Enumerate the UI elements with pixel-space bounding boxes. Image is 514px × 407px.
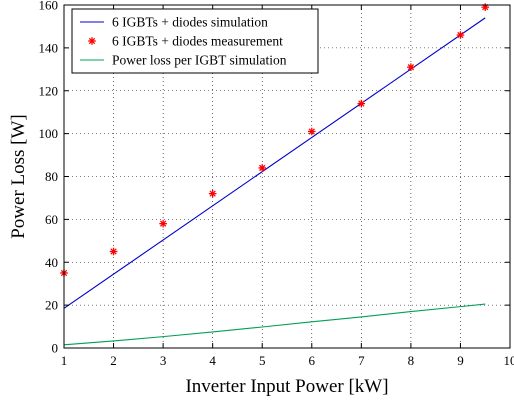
measurement-point bbox=[258, 164, 267, 172]
y-tick-label: 140 bbox=[39, 40, 59, 55]
measurement-point bbox=[456, 31, 465, 39]
x-tick-label: 9 bbox=[457, 353, 464, 368]
legend-item-0: 6 IGBTs + diodes simulation bbox=[80, 15, 268, 30]
y-tick-label: 100 bbox=[39, 126, 59, 141]
asterisk-stroke bbox=[209, 190, 216, 197]
asterisk-stroke bbox=[110, 248, 117, 255]
legend-label: 6 IGBTs + diodes simulation bbox=[112, 15, 268, 30]
y-tick-label: 0 bbox=[52, 341, 59, 356]
x-tick-label: 5 bbox=[259, 353, 266, 368]
legend-box bbox=[71, 8, 319, 74]
series-layer bbox=[60, 3, 490, 346]
y-tick-label: 160 bbox=[39, 0, 59, 13]
y-tick-label: 60 bbox=[45, 212, 58, 227]
y-axis-label: Power Loss [W] bbox=[8, 114, 29, 239]
series-line-0 bbox=[63, 17, 486, 309]
measurement-point bbox=[208, 189, 217, 198]
asterisk-stroke bbox=[259, 164, 266, 172]
asterisk-stroke bbox=[457, 31, 464, 39]
x-tick-label: 10 bbox=[504, 353, 514, 368]
measurement-point bbox=[481, 3, 490, 11]
measurement-point bbox=[109, 247, 118, 256]
legend: 6 IGBTs + diodes simulation 6 IGBTs + dio… bbox=[71, 8, 319, 74]
legend-item-1: 6 IGBTs + diodes measurement bbox=[88, 34, 283, 49]
legend-item-2: Power loss per IGBT simulation bbox=[80, 53, 287, 68]
asterisk-stroke bbox=[88, 37, 96, 45]
x-tick-label: 1 bbox=[61, 353, 68, 368]
asterisk-stroke bbox=[308, 128, 315, 135]
legend-label: 6 IGBTs + diodes measurement bbox=[112, 34, 283, 49]
series-line-2 bbox=[63, 303, 486, 346]
asterisk-stroke bbox=[358, 100, 365, 107]
y-tick-label: 40 bbox=[45, 255, 58, 270]
x-axis-label: Inverter Input Power [kW] bbox=[185, 376, 388, 397]
measurement-point bbox=[159, 219, 167, 228]
y-tick-label: 80 bbox=[45, 169, 58, 184]
measurement-point bbox=[88, 37, 96, 45]
measurement-point bbox=[357, 99, 366, 108]
x-tick-label: 2 bbox=[110, 353, 117, 368]
asterisk-stroke bbox=[159, 220, 167, 227]
legend-label: Power loss per IGBT simulation bbox=[112, 53, 287, 68]
measurement-point bbox=[307, 127, 316, 136]
asterisk-stroke bbox=[407, 64, 415, 71]
x-tick-label: 8 bbox=[408, 353, 415, 368]
measurement-point bbox=[407, 63, 415, 71]
x-tick-label: 7 bbox=[358, 353, 365, 368]
y-tick-label: 120 bbox=[39, 83, 59, 98]
x-tick-label: 6 bbox=[309, 353, 316, 368]
x-tick-label: 3 bbox=[160, 353, 167, 368]
y-tick-label: 20 bbox=[45, 298, 58, 313]
x-tick-label: 4 bbox=[209, 353, 216, 368]
